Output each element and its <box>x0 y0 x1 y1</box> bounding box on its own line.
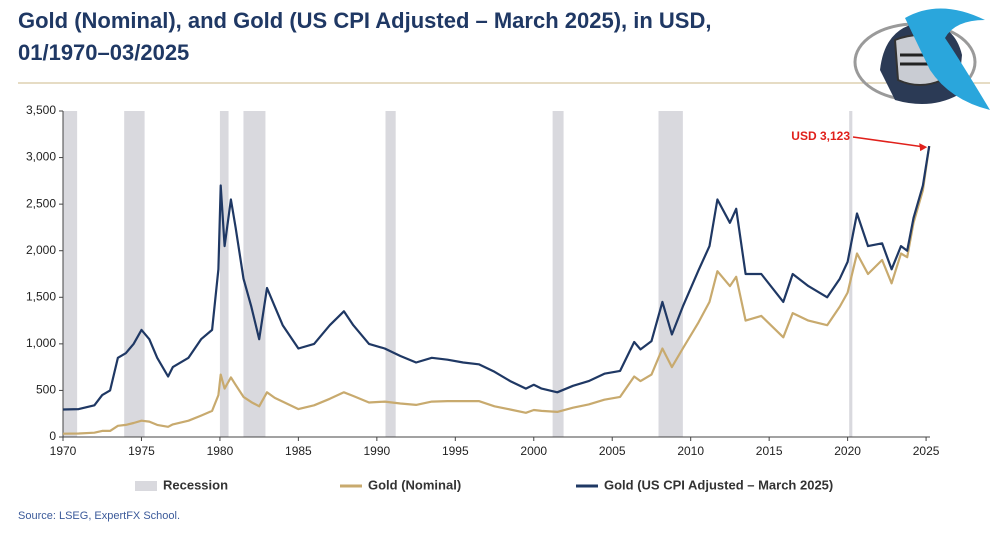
series-line <box>62 145 931 435</box>
x-tick-label: 2025 <box>913 444 940 458</box>
recession-band <box>124 111 145 437</box>
recession-band <box>63 111 78 437</box>
y-tick-label: 0 <box>49 429 56 443</box>
x-tick-label: 1990 <box>363 444 390 458</box>
recession-band <box>219 111 229 437</box>
legend-label: Gold (Nominal) <box>368 477 461 492</box>
annotation-arrow <box>852 136 926 148</box>
x-tick-label: 2005 <box>599 444 626 458</box>
y-tick-label: 3,500 <box>26 103 56 117</box>
y-tick-label: 2,500 <box>26 196 56 210</box>
y-tick-label: 500 <box>36 383 56 397</box>
y-tick-label: 1,500 <box>26 289 56 303</box>
source: Source: LSEG, ExpertFX School. <box>18 510 180 522</box>
annotation-arrowhead <box>919 143 928 152</box>
legend-label: Gold (US CPI Adjusted – March 2025) <box>604 477 833 492</box>
recession-band <box>385 111 396 437</box>
y-tick-label: 1,000 <box>26 336 56 350</box>
recession-band <box>849 111 853 437</box>
x-tick-label: 1995 <box>442 444 469 458</box>
chart-title: Gold (Nominal), and Gold (US CPI Adjuste… <box>18 8 711 33</box>
recession-band <box>552 111 564 437</box>
annotation: USD 3,123 <box>791 129 850 143</box>
x-tick-label: 1970 <box>50 444 77 458</box>
chart-title: 01/1970–03/2025 <box>18 40 189 65</box>
series-line <box>62 145 931 411</box>
x-tick-label: 2000 <box>520 444 547 458</box>
recession-band <box>243 111 266 437</box>
legend-swatch <box>135 481 157 491</box>
x-tick-label: 2010 <box>677 444 704 458</box>
x-tick-label: 1985 <box>285 444 312 458</box>
x-tick-label: 1975 <box>128 444 155 458</box>
x-tick-label: 1980 <box>207 444 234 458</box>
legend-label: Recession <box>163 477 228 492</box>
recession-band <box>658 111 683 437</box>
y-tick-label: 2,000 <box>26 243 56 257</box>
y-tick-label: 3,000 <box>26 150 56 164</box>
x-tick-label: 2020 <box>834 444 861 458</box>
x-tick-label: 2015 <box>756 444 783 458</box>
logo <box>853 8 990 111</box>
